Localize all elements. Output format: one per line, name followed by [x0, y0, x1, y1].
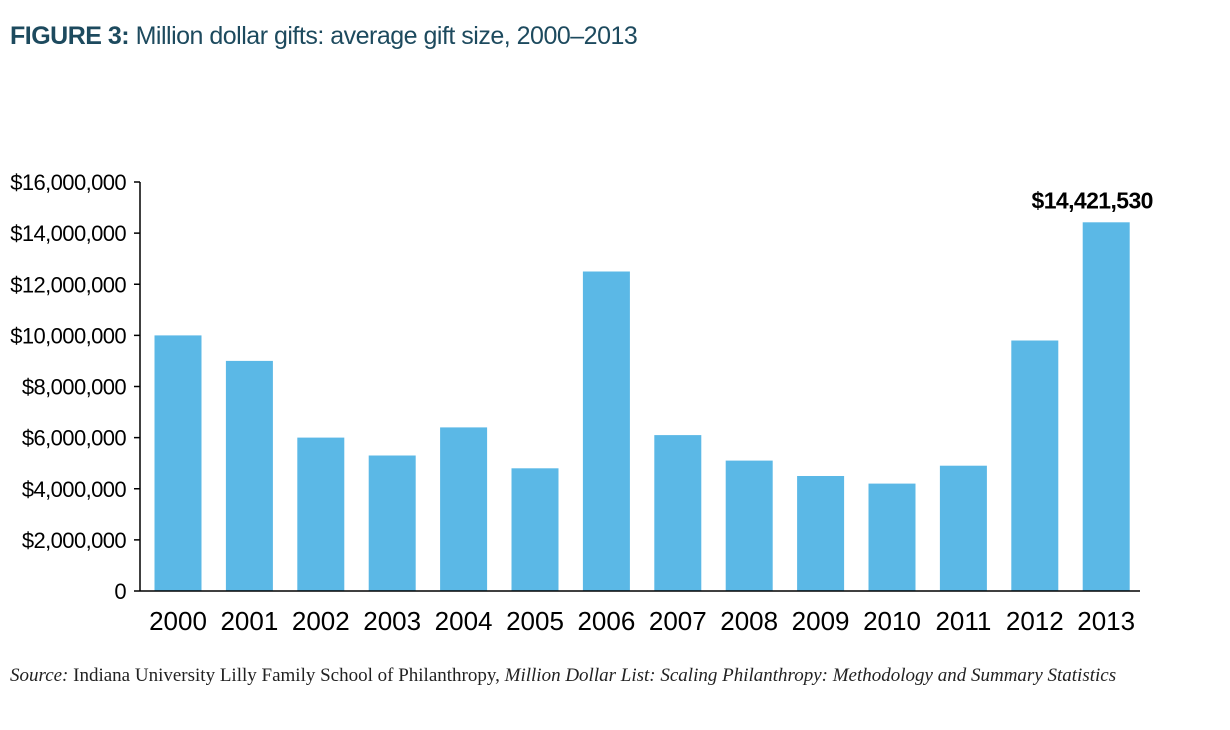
- bar-2012: [1011, 340, 1059, 591]
- figure-title: FIGURE 3: Million dollar gifts: average …: [10, 22, 638, 51]
- x-tick-label-2001: 2001: [220, 606, 278, 636]
- x-tick-label-2000: 2000: [149, 606, 207, 636]
- bar-2000: [154, 335, 202, 591]
- bar-2006: [582, 271, 630, 591]
- y-axis-ticks: 0 $2,000,000 $4,000,000 $6,000,000 $8,000,00…: [10, 170, 140, 604]
- x-tick-label-2005: 2005: [506, 606, 564, 636]
- y-tick-label: $12,000,000: [10, 272, 126, 297]
- source-prefix: Source:: [10, 665, 69, 686]
- bar-2010: [868, 483, 916, 591]
- x-tick-label-2007: 2007: [649, 606, 707, 636]
- bar-2003: [368, 455, 416, 591]
- bar-2002: [297, 437, 345, 591]
- figure-title-text: Million dollar gifts: average gift size,…: [135, 22, 638, 50]
- x-tick-label-2010: 2010: [863, 606, 921, 636]
- annotations: $14,421,530: [1032, 187, 1154, 213]
- x-tick-label-2013: 2013: [1077, 606, 1135, 636]
- bar-2011: [939, 465, 987, 591]
- x-tick-label-2006: 2006: [577, 606, 635, 636]
- x-tick-label-2011: 2011: [935, 606, 991, 636]
- source-note: Source: Indiana University Lilly Family …: [10, 661, 1220, 690]
- bar-2013: [1082, 222, 1130, 592]
- bar-2005: [511, 468, 559, 591]
- y-tick-label: $10,000,000: [10, 323, 126, 348]
- y-tick-label: $14,000,000: [10, 221, 126, 246]
- y-tick-label: 0: [114, 579, 126, 604]
- source-work: Million Dollar List: Scaling Philanthrop…: [504, 665, 1117, 686]
- data-label-2013: $14,421,530: [1032, 187, 1153, 213]
- y-tick-label: $16,000,000: [10, 170, 126, 195]
- y-tick-label: $4,000,000: [22, 477, 126, 502]
- x-tick-label-2003: 2003: [363, 606, 421, 636]
- y-tick-label: $6,000,000: [22, 426, 126, 451]
- x-tick-label-2002: 2002: [292, 606, 350, 636]
- x-tick-label-2004: 2004: [435, 606, 493, 636]
- bar-2001: [225, 360, 273, 591]
- bar-chart: 0 $2,000,000 $4,000,000 $6,000,000 $8,000,00…: [10, 170, 1154, 636]
- bar-2004: [440, 427, 488, 591]
- x-tick-label-2008: 2008: [720, 606, 778, 636]
- figure-label: FIGURE 3:: [10, 22, 130, 50]
- bar-2007: [654, 435, 702, 591]
- bar-2008: [725, 460, 773, 591]
- x-axis-labels: 2000 2001 2002 2003 2004 2005 2006 2007 2008 2009…: [149, 606, 1135, 636]
- y-tick-label: $2,000,000: [22, 528, 126, 553]
- source-org: Indiana University Lilly Family School o…: [68, 665, 505, 686]
- y-tick-label: $8,000,000: [22, 375, 126, 400]
- x-tick-label-2009: 2009: [792, 606, 850, 636]
- x-tick-label-2012: 2012: [1006, 606, 1064, 636]
- bars: [154, 222, 1130, 592]
- bar-2009: [797, 476, 845, 591]
